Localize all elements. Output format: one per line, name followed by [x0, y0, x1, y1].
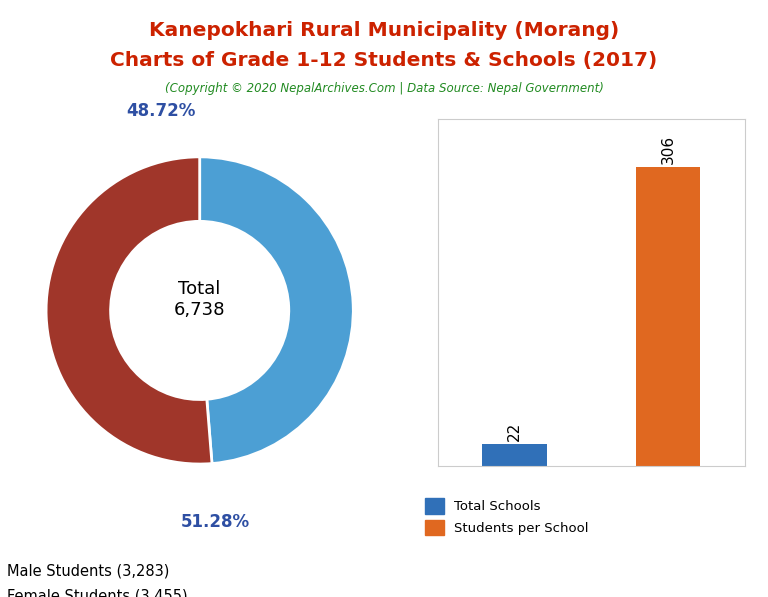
Wedge shape [200, 157, 353, 463]
Text: Total
6,738: Total 6,738 [174, 280, 226, 319]
Legend: Total Schools, Students per School: Total Schools, Students per School [420, 493, 594, 541]
Legend: Male Students (3,283), Female Students (3,455): Male Students (3,283), Female Students (… [0, 556, 194, 597]
Text: 22: 22 [507, 422, 522, 441]
Text: 48.72%: 48.72% [127, 101, 196, 120]
Bar [636, 167, 700, 466]
Bar [482, 444, 547, 466]
Text: (Copyright © 2020 NepalArchives.Com | Data Source: Nepal Government): (Copyright © 2020 NepalArchives.Com | Da… [164, 82, 604, 96]
Wedge shape [46, 157, 212, 464]
Text: 51.28%: 51.28% [180, 513, 250, 531]
Text: Kanepokhari Rural Municipality (Morang): Kanepokhari Rural Municipality (Morang) [149, 21, 619, 40]
Text: 306: 306 [660, 135, 676, 164]
Text: Charts of Grade 1-12 Students & Schools (2017): Charts of Grade 1-12 Students & Schools … [111, 51, 657, 70]
